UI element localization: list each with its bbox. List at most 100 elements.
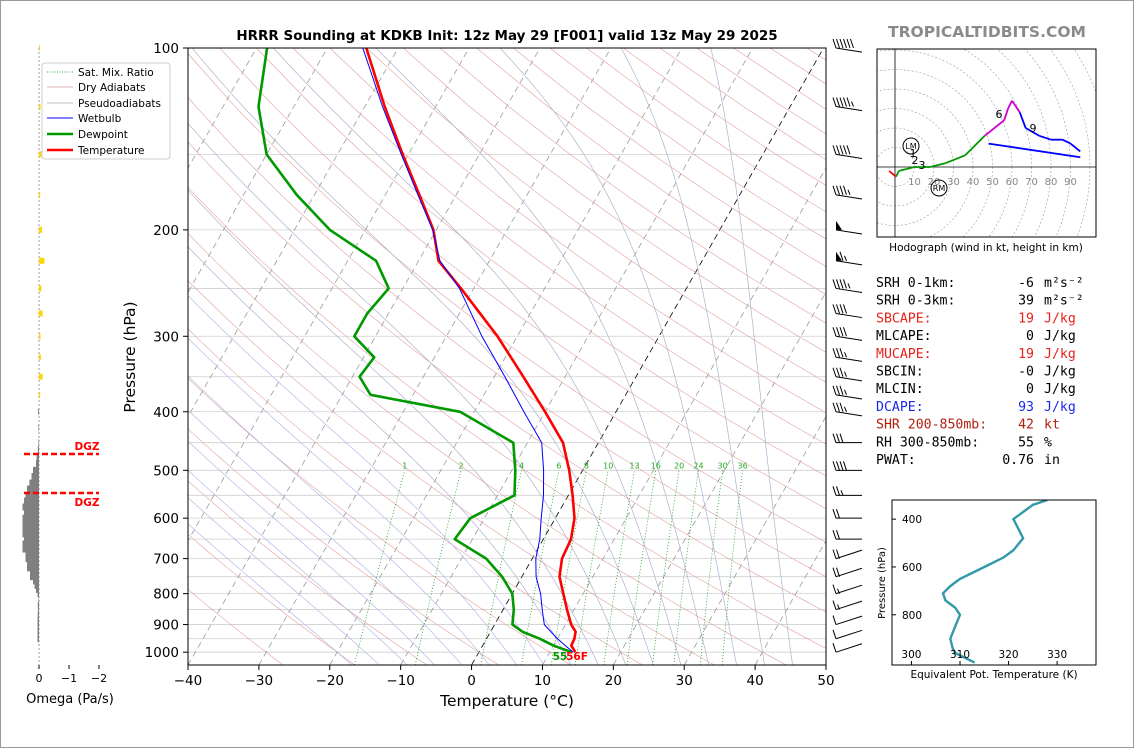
wind-barb: [832, 385, 863, 400]
omega-bar: [36, 585, 39, 593]
barb-feather: [832, 304, 837, 314]
stat-value: 19: [1018, 311, 1034, 326]
x-tick-label: 40: [747, 673, 764, 689]
moist-adiabat-line: [188, 523, 353, 665]
dry-adiabat-line: [403, 48, 826, 353]
dry-adiabat-line: [188, 141, 826, 613]
omega-bar: [22, 514, 39, 522]
omega-bar: [37, 624, 39, 632]
barb-staff: [835, 47, 863, 53]
stat-label: SRH 0-1km:: [876, 276, 955, 291]
barb-feather: [839, 38, 844, 49]
omega-bar: [25, 550, 39, 558]
omega-bar: [38, 606, 39, 614]
omega-bar: [39, 285, 42, 292]
stat-value: 0: [1026, 382, 1034, 397]
y-tick-label: 700: [153, 552, 179, 568]
stat-value: 55: [1018, 435, 1034, 450]
theta-y-tick-label: 400: [902, 514, 922, 526]
barb-feather: [846, 38, 851, 49]
barb-feather: [843, 304, 847, 314]
x-tick-label: 20: [605, 673, 622, 689]
barb-feather: [836, 97, 840, 107]
moist-adiabat-line: [188, 295, 545, 665]
y-tick-label: 400: [153, 405, 179, 421]
omega-bar: [37, 609, 39, 617]
hodo-segment: [988, 142, 1081, 159]
theta-e-xlabel: Equivalent Pot. Temperature (K): [910, 669, 1077, 681]
hodo-segment: [1011, 100, 1017, 108]
barb-flag: [836, 220, 842, 230]
dry-adiabat-line: [188, 96, 826, 578]
mixing-ratio-label: 2: [459, 461, 464, 470]
omega-bar: [39, 310, 43, 317]
omega-bar: [30, 568, 39, 576]
x-tick-label: 50: [817, 673, 834, 689]
hodo-tick-label: 90: [1064, 177, 1077, 188]
stat-value: -0: [1018, 365, 1034, 380]
wind-barb: [832, 145, 863, 160]
hodo-segment: [906, 166, 915, 170]
omega-bar: [22, 530, 39, 538]
theta-e-panel: 300 310 320 330 400 600 800 Equivalent Pot. Te…: [877, 499, 1097, 681]
dry-adiabat-line: [188, 428, 499, 665]
omega-bar: [30, 573, 39, 581]
barb-feather: [839, 327, 844, 337]
stat-unit: kt: [1044, 418, 1060, 433]
barb-feather: [836, 549, 840, 559]
y-tick-label: 500: [153, 463, 179, 479]
mixing-ratio-label: 6: [556, 461, 561, 470]
omega-bar: [24, 508, 39, 516]
theta-x-tick-label: 320: [999, 649, 1019, 661]
stat-value: -6: [1018, 276, 1034, 291]
stat-label: SRH 0-3km:: [876, 294, 955, 309]
dry-adiabat-line: [439, 48, 826, 324]
legend-pseudoadiabats: Pseudoadiabats: [78, 98, 161, 110]
hodo-segment: [1003, 108, 1009, 121]
barb-feather: [839, 348, 844, 358]
hodo-segment: [1015, 106, 1021, 113]
barb-feather: [832, 38, 837, 49]
barb-flag: [836, 251, 842, 261]
barb-feather: [850, 38, 854, 49]
omega-bar: [22, 540, 39, 548]
barb-feather: [839, 304, 844, 314]
isotherm-line: [683, 415, 826, 665]
isotherm-line: [897, 48, 1134, 665]
barb-feather: [843, 185, 847, 196]
mixing-ratio-line: [721, 470, 743, 665]
barb-feather: [832, 600, 837, 610]
omega-bar: [37, 446, 39, 454]
legend-wetbulb: Wetbulb: [78, 113, 122, 125]
omega-bar: [27, 485, 39, 493]
x-tick-label: 30: [676, 673, 693, 689]
stat-unit: %: [1044, 435, 1052, 450]
barb-staff: [835, 549, 863, 560]
skewt-xlabel: Temperature (°C): [439, 692, 574, 710]
omega-bar: [39, 373, 43, 380]
dry-adiabat-line: [188, 588, 284, 665]
barb-feather: [836, 486, 840, 496]
hodo-segment: [964, 135, 986, 156]
hodo-segment: [1007, 100, 1013, 109]
barb-feather: [846, 97, 851, 107]
hodograph-title: Hodograph (wind in kt, height in km): [889, 242, 1083, 254]
stat-unit: J/kg: [1044, 365, 1076, 380]
barb-feather: [832, 508, 837, 519]
mixing-ratio-line: [699, 470, 723, 665]
theta-e-ylabel: Pressure (hPa): [877, 547, 888, 619]
moist-adiabat-line: [375, 48, 710, 665]
omega-bar: [37, 635, 39, 643]
barb-feather: [832, 461, 837, 471]
series-line-wetbulb: [362, 48, 574, 653]
isotherm-line: [188, 48, 328, 294]
mixing-ratio-line: [550, 470, 587, 665]
isotherm-line: [188, 48, 257, 169]
mixing-ratio-label: 13: [629, 461, 639, 470]
skewt-ylabel: Pressure (hPa): [121, 301, 139, 412]
barb-feather: [832, 549, 837, 559]
stat-label: SHR 200-850mb:: [876, 418, 987, 433]
wind-barb: [832, 97, 863, 112]
moist-adiabat-line: [188, 497, 380, 665]
omega-bar: [27, 564, 39, 572]
